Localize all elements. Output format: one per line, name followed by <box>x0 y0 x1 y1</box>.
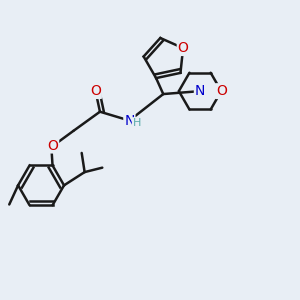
Text: O: O <box>216 84 227 98</box>
Text: N: N <box>195 84 205 98</box>
Text: H: H <box>133 118 141 128</box>
Text: N: N <box>195 84 205 98</box>
Text: O: O <box>178 41 188 55</box>
Text: O: O <box>90 84 101 98</box>
Text: O: O <box>47 139 58 153</box>
Text: N: N <box>124 114 135 128</box>
